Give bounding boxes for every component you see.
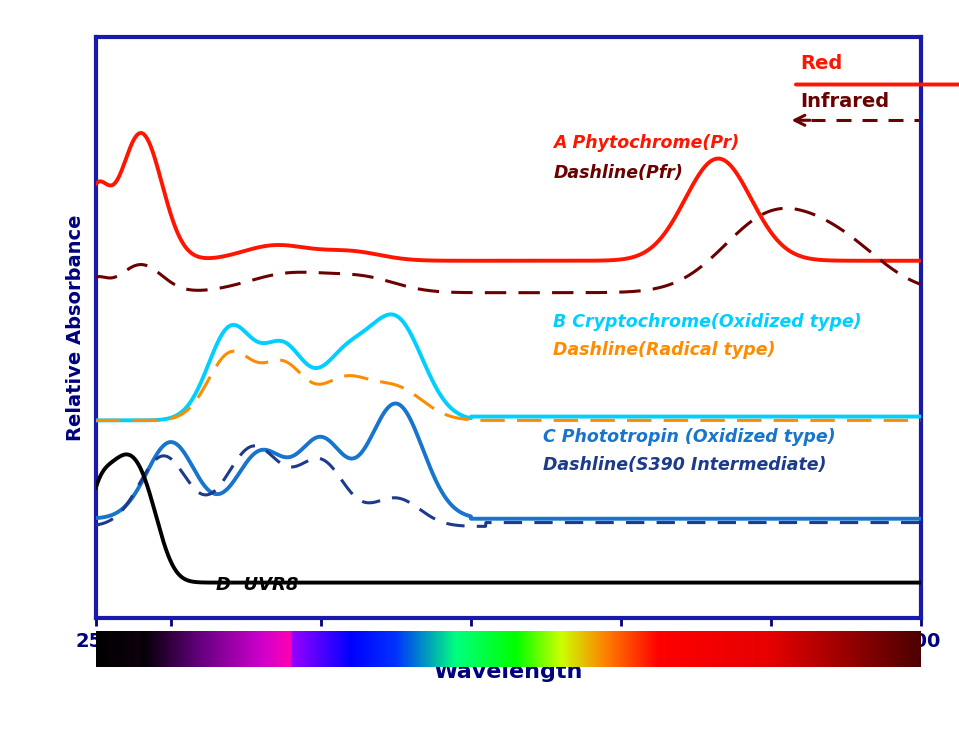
X-axis label: Wavelength: Wavelength [433, 662, 583, 682]
Text: B Cryptochrome(Oxidized type): B Cryptochrome(Oxidized type) [553, 313, 862, 332]
Text: Infrared: Infrared [801, 92, 890, 112]
Text: D  UVR8: D UVR8 [216, 576, 298, 595]
Text: Red: Red [801, 54, 843, 73]
Text: C Phototropin (Oxidized type): C Phototropin (Oxidized type) [543, 428, 835, 446]
Text: A Phytochrome(Pr): A Phytochrome(Pr) [553, 134, 739, 153]
Text: Dashline(Pfr): Dashline(Pfr) [553, 164, 683, 182]
Text: Dashline(Radical type): Dashline(Radical type) [553, 341, 776, 359]
Text: Dashline(S390 Intermediate): Dashline(S390 Intermediate) [543, 456, 827, 475]
Y-axis label: Relative Absorbance: Relative Absorbance [66, 215, 84, 441]
